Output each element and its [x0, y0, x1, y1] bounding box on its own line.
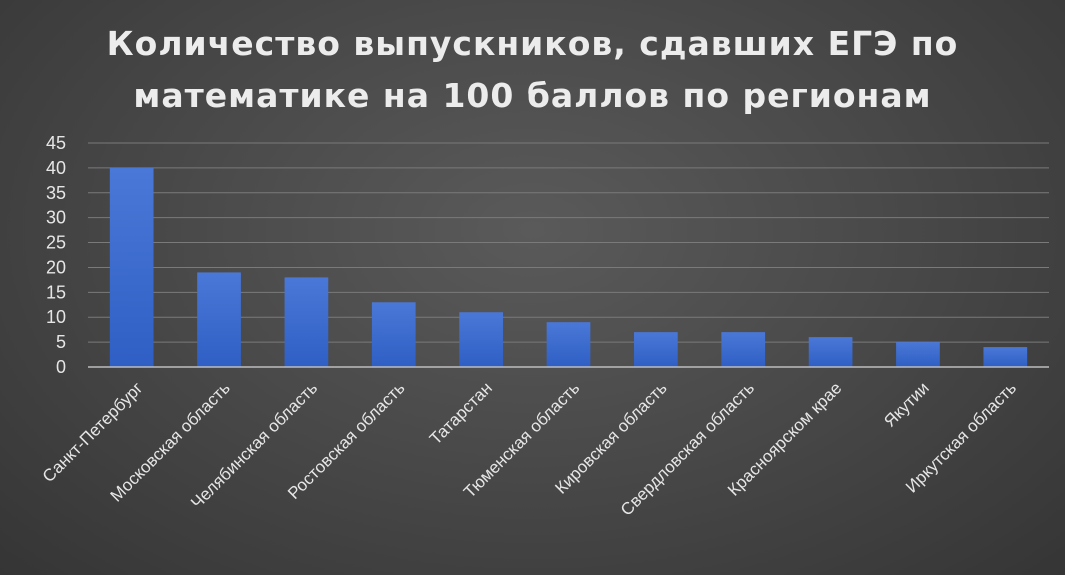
bar: [197, 272, 241, 367]
bars: [109, 167, 1028, 367]
y-tick-label: 30: [46, 208, 66, 228]
x-tick-label: Татарстан: [426, 378, 496, 448]
bar: [634, 332, 678, 367]
y-tick-label: 0: [56, 357, 66, 377]
chart-title-line-2: математике на 100 баллов по регионам: [133, 76, 932, 115]
y-tick-label: 5: [56, 332, 66, 352]
chart-title: Количество выпускников, сдавших ЕГЭ по м…: [0, 18, 1065, 122]
chart-title-line-1: Количество выпускников, сдавших ЕГЭ по: [106, 24, 959, 63]
y-tick-label: 25: [46, 233, 66, 253]
y-tick-label: 35: [46, 183, 66, 203]
bar: [896, 342, 940, 367]
x-tick-label: Якутии: [880, 378, 932, 430]
bar: [459, 312, 503, 367]
gridlines: [88, 142, 1049, 343]
y-tick-label: 15: [46, 282, 66, 302]
bar: [109, 167, 154, 367]
bar: [721, 332, 766, 367]
bar: [983, 347, 1028, 367]
y-tick-label: 10: [46, 307, 66, 327]
bar: [371, 302, 416, 367]
y-tick-label: 20: [46, 257, 66, 277]
bar: [808, 337, 853, 367]
y-tick-label: 45: [46, 133, 66, 153]
bar: [546, 322, 591, 367]
y-tick-label: 40: [46, 158, 66, 178]
bar: [284, 277, 329, 367]
y-axis-ticks: 0 5 10 15 20 25 30 35 40 45: [46, 133, 66, 377]
